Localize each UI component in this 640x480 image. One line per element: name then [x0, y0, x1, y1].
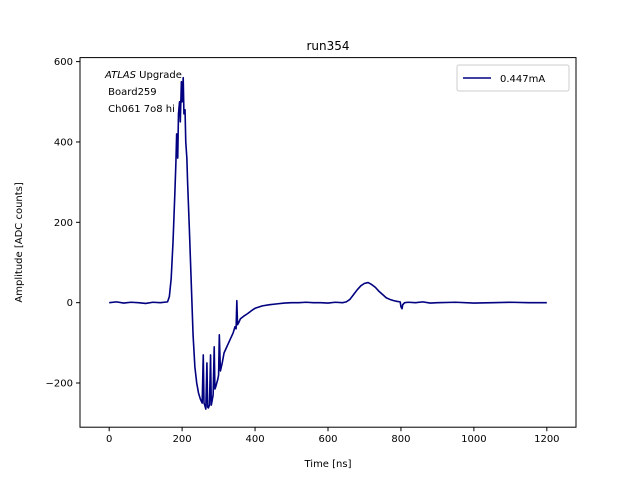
annotation-line-3: Ch061 7o8 hi [105, 104, 175, 115]
annotation-upgrade: Upgrade [136, 70, 182, 81]
y-axis: −200 0 200 400 600 [46, 57, 80, 390]
x-axis-title: Time [ns] [303, 459, 351, 470]
annotation-atlas: ATLAS [104, 70, 137, 81]
x-tick-label: 200 [173, 434, 192, 445]
data-layer [109, 76, 547, 410]
x-tick-label: 400 [246, 434, 265, 445]
legend-label: 0.447mA [500, 74, 545, 85]
x-tick-label: 600 [318, 434, 337, 445]
y-tick-label: 0 [67, 298, 73, 309]
y-tick-label: 400 [54, 137, 73, 148]
chart-title: run354 [306, 39, 349, 53]
y-tick-label: 600 [54, 57, 73, 68]
x-tick-label: 0 [106, 434, 112, 445]
y-tick-label: −200 [46, 379, 73, 390]
x-axis: 0 200 400 600 800 1000 1200 [106, 427, 560, 445]
x-tick-label: 1000 [461, 434, 486, 445]
x-tick-label: 800 [391, 434, 410, 445]
y-axis-title: Amplitude [ADC counts] [14, 182, 25, 302]
y-tick-label: 200 [54, 218, 73, 229]
annotation-line-1: ATLAS Upgrade [104, 70, 182, 81]
series-line-0 [109, 76, 547, 410]
annotation-line-2: Board259 [105, 87, 157, 98]
x-tick-label: 1200 [534, 434, 559, 445]
annotation: ATLAS Upgrade Board259 Ch061 7o8 hi [104, 70, 182, 115]
legend-box [456, 64, 570, 92]
legend: 0.447mA [456, 64, 570, 92]
